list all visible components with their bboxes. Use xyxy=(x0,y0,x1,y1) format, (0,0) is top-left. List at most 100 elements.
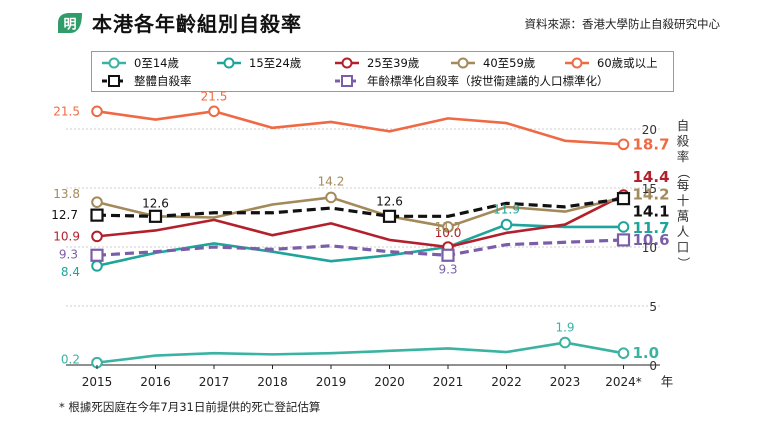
data-label-age_40_59-4: 14.2 xyxy=(318,174,345,188)
data-label-overall-0: 12.7 xyxy=(51,208,78,222)
marker-age_40_59-0 xyxy=(91,196,103,208)
logo-char: 明 xyxy=(63,18,76,33)
y-tick-label-0: 0 xyxy=(649,359,657,373)
marker-overall-1 xyxy=(148,209,163,223)
legend-swatch-age-60-plus xyxy=(565,57,589,69)
marker-overall-0 xyxy=(90,208,104,222)
marker-age_15_24-9 xyxy=(617,221,630,233)
marker-age_60_plus-2 xyxy=(208,105,220,118)
x-tick-label-2016: 2016 xyxy=(140,375,171,389)
x-tick-label-2018: 2018 xyxy=(257,375,288,389)
data-label-standardized-0: 9.3 xyxy=(59,247,78,261)
page-title: 本港各年齡組別自殺率 xyxy=(92,12,302,36)
marker-age_40_59-6 xyxy=(442,221,454,233)
grid-layer xyxy=(66,128,660,366)
legend-swatch-age-0-14 xyxy=(102,57,126,69)
y-axis-title-char-2: 率 xyxy=(677,149,690,164)
y-axis-title-char-9: ） xyxy=(676,257,691,270)
x-tick-label-2019: 2019 xyxy=(316,375,347,389)
data-label-age_15_24-7: 11.9 xyxy=(493,203,520,217)
series-line-age_40_59 xyxy=(96,196,624,229)
series-line-standardized xyxy=(96,238,624,257)
x-tick-label-2015: 2015 xyxy=(82,375,113,389)
marker-age_0_14-8 xyxy=(559,336,571,349)
legend-label-age-60-plus: 60歲或以上 xyxy=(597,56,658,70)
legend-label-age-15-24: 15至24歲 xyxy=(249,56,302,70)
x-tick-label-2024-star: 2024* xyxy=(605,375,642,389)
data-label-overall-5: 12.6 xyxy=(376,194,403,208)
marker-overall-5 xyxy=(382,209,397,223)
x-tick-label-2023: 2023 xyxy=(550,375,581,389)
y-axis-title-char-4: 每 xyxy=(677,178,690,193)
legend-label-standardized: 年齡標準化自殺率（按世衞建議的人口標準化） xyxy=(367,74,609,88)
footnote: * 根據死因庭在今年7月31日前提供的死亡登記估算 xyxy=(59,400,321,414)
x-axis-title: 年 xyxy=(661,374,674,389)
y-tick-label-20: 20 xyxy=(642,123,657,137)
series-line-age_60_plus xyxy=(96,110,624,146)
chart-legend: 0至14歲 15至24歲 25至39歲 40至59歲 60歲或以上 xyxy=(91,51,674,92)
series-lines xyxy=(96,110,625,364)
data-label-age_60_plus-0: 21.5 xyxy=(53,104,80,118)
data-label-age_15_24-0: 8.4 xyxy=(61,265,80,279)
data-labels: 21.5 21.5 18.7 0.2 1.9 1.0 8.4 11.9 11.7 10.9 10.0… xyxy=(51,89,669,366)
data-label-age_60_plus-9: 18.7 xyxy=(633,135,670,153)
y-axis-title-char-0: 自 xyxy=(677,118,690,133)
legend-swatch-standardized xyxy=(335,75,359,87)
legend-label-age-25-39: 25至39歲 xyxy=(367,56,420,70)
marker-age_0_14-9 xyxy=(617,347,630,360)
series-line-age_0_14 xyxy=(96,341,624,364)
data-label-age_25_39-6: 10.0 xyxy=(435,226,462,240)
y-tick-label-15: 15 xyxy=(642,182,657,196)
source-credit: 資料來源：香港大學防止自殺研究中心 xyxy=(524,17,721,31)
y-tick-label-5: 5 xyxy=(649,300,657,314)
data-label-age_40_59-6: 11.7 xyxy=(435,220,462,234)
marker-standardized-6 xyxy=(441,248,455,262)
legend-swatch-age-15-24 xyxy=(217,57,241,69)
x-tick-label-2020: 2020 xyxy=(374,375,405,389)
data-label-age_40_59-9: 14.2 xyxy=(633,185,670,203)
legend-swatch-age-25-39 xyxy=(335,57,359,69)
series-line-age_25_39 xyxy=(96,193,625,249)
y-axis-title-char-3: （ xyxy=(676,166,691,179)
marker-age_60_plus-0 xyxy=(91,105,103,118)
x-tick-label-2017: 2017 xyxy=(199,375,230,389)
data-label-age_25_39-9: 14.4 xyxy=(633,168,670,186)
series-line-overall xyxy=(96,197,624,218)
y-axis-title-char-1: 殺 xyxy=(677,134,690,149)
marker-standardized-9 xyxy=(616,233,631,247)
marker-age_25_39-0 xyxy=(91,230,103,243)
data-label-age_0_14-8: 1.9 xyxy=(555,321,574,335)
legend-label-age-40-59: 40至59歲 xyxy=(483,56,536,70)
marker-standardized-0 xyxy=(90,248,104,262)
marker-age_15_24-7 xyxy=(500,218,513,231)
marker-age_15_24-0 xyxy=(91,260,103,272)
data-label-overall-9: 14.1 xyxy=(633,203,670,221)
mingpao-logo-icon: 明 xyxy=(58,13,82,33)
series-markers xyxy=(90,105,631,369)
y-axis-title-char-5: 十 xyxy=(677,193,690,208)
marker-age_40_59-4 xyxy=(325,191,337,204)
data-label-overall-1: 12.6 xyxy=(142,196,169,210)
x-tick-label-2022: 2022 xyxy=(491,375,522,389)
legend-swatch-age-40-59 xyxy=(451,57,475,69)
marker-age_60_plus-9 xyxy=(617,138,630,151)
title-bar: 明 本港各年齡組別自殺率 資料來源：香港大學防止自殺研究中心 xyxy=(55,8,720,38)
legend-swatch-overall xyxy=(102,75,126,87)
data-label-age_0_14-0: 0.2 xyxy=(61,353,80,367)
y-axis-title-char-6: 萬 xyxy=(677,209,690,224)
data-label-age_25_39-0: 10.9 xyxy=(53,229,80,243)
legend-label-age-0-14: 0至14歲 xyxy=(134,56,179,70)
data-label-standardized-6: 9.3 xyxy=(438,262,457,276)
data-label-standardized-9: 10.6 xyxy=(633,231,670,249)
data-label-age_40_59-0: 13.8 xyxy=(53,187,80,201)
y-axis-title-char-7: 人 xyxy=(677,224,690,239)
data-label-age_15_24-9: 11.7 xyxy=(633,219,670,237)
data-label-age_0_14-9: 1.0 xyxy=(633,344,660,362)
y-axis-title-char-8: 口 xyxy=(677,240,690,255)
data-label-age_60_plus-2: 21.5 xyxy=(201,89,228,103)
marker-overall-9 xyxy=(616,192,631,206)
x-tick-label-2021: 2021 xyxy=(433,375,464,389)
legend-label-overall: 整體自殺率 xyxy=(134,74,192,88)
